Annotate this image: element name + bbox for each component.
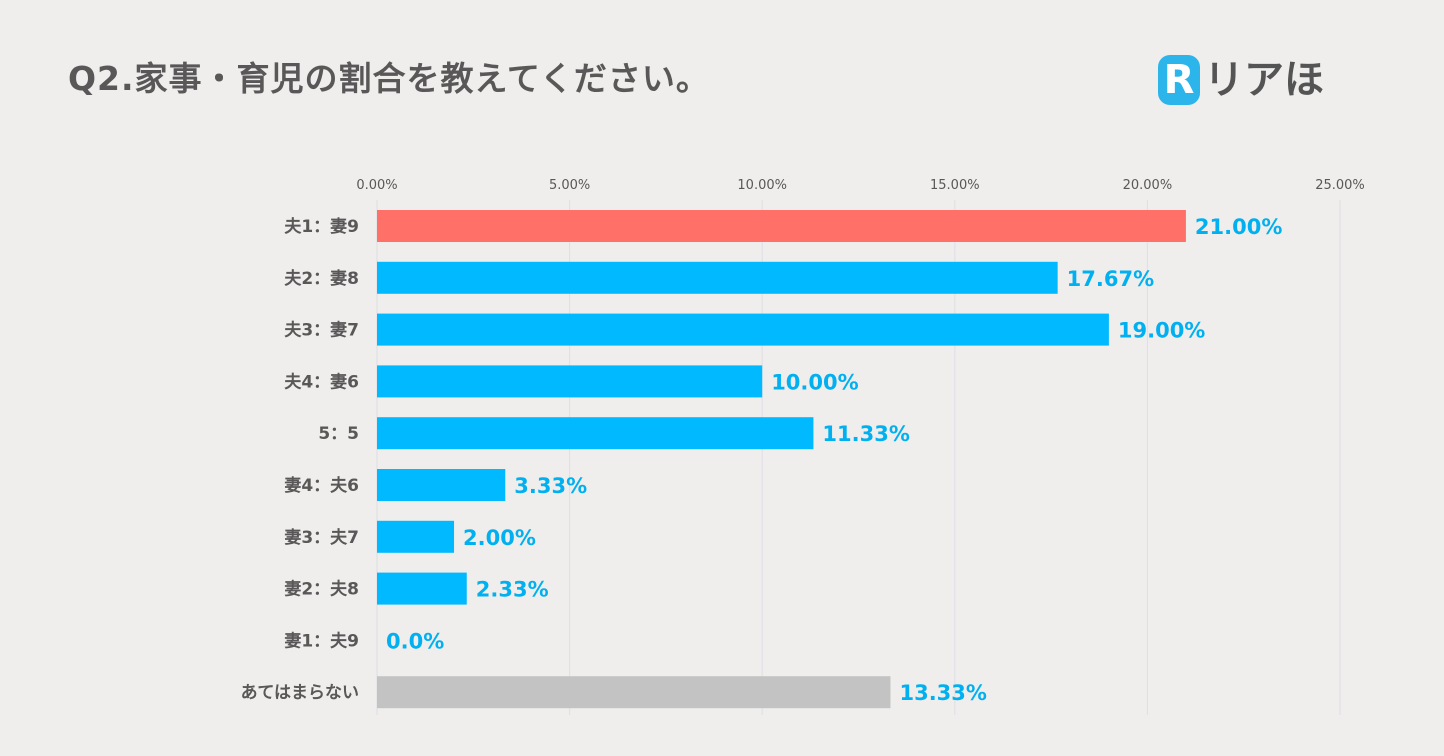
- bar: [377, 469, 506, 501]
- bar: [377, 365, 763, 398]
- category-label: 妻4：夫6: [284, 475, 359, 496]
- category-label: 妻2：夫8: [284, 579, 359, 600]
- category-label: 夫1：妻9: [284, 216, 359, 237]
- bar: [377, 572, 467, 605]
- x-tick-label: 20.00%: [1123, 178, 1173, 193]
- bar: [377, 520, 455, 553]
- logo-r-icon: R: [1158, 55, 1200, 105]
- brand-logo: R リアほ: [1158, 55, 1324, 105]
- category-label: あてはまらない: [241, 683, 359, 703]
- data-label: 13.33%: [899, 681, 986, 705]
- logo-text: リアほ: [1204, 57, 1324, 103]
- data-label: 0.0%: [386, 629, 444, 653]
- data-label: 19.00%: [1118, 319, 1205, 343]
- category-label: 夫3：妻7: [284, 320, 359, 341]
- data-label: 17.67%: [1067, 267, 1154, 291]
- bar: [377, 210, 1186, 242]
- bar: [377, 313, 1109, 346]
- x-tick-label: 25.00%: [1315, 178, 1365, 193]
- data-label: 11.33%: [822, 422, 909, 446]
- data-label: 2.33%: [476, 578, 549, 602]
- category-label: 夫2：妻8: [284, 268, 359, 289]
- category-label: 5：5: [318, 424, 359, 444]
- x-tick-label: 5.00%: [549, 178, 590, 193]
- bar: [377, 417, 814, 450]
- page-title: Q2.家事・育児の割合を教えてください。: [68, 59, 710, 98]
- category-label: 妻1：夫9: [284, 630, 359, 651]
- data-label: 2.00%: [463, 526, 536, 550]
- category-label: 夫4：妻6: [284, 371, 359, 392]
- x-tick-label: 10.00%: [737, 178, 787, 193]
- x-tick-label: 15.00%: [930, 178, 980, 193]
- x-tick-label: 0.00%: [356, 178, 397, 193]
- bar: [377, 676, 891, 709]
- bar: [377, 261, 1058, 294]
- data-label: 10.00%: [771, 370, 858, 394]
- category-label: 妻3：夫7: [284, 527, 359, 548]
- data-label: 3.33%: [514, 474, 587, 498]
- data-label: 21.00%: [1195, 215, 1282, 239]
